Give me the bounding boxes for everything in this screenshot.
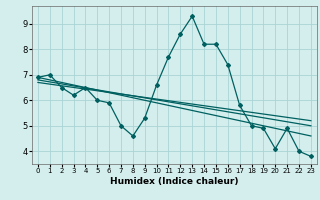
X-axis label: Humidex (Indice chaleur): Humidex (Indice chaleur) [110, 177, 239, 186]
